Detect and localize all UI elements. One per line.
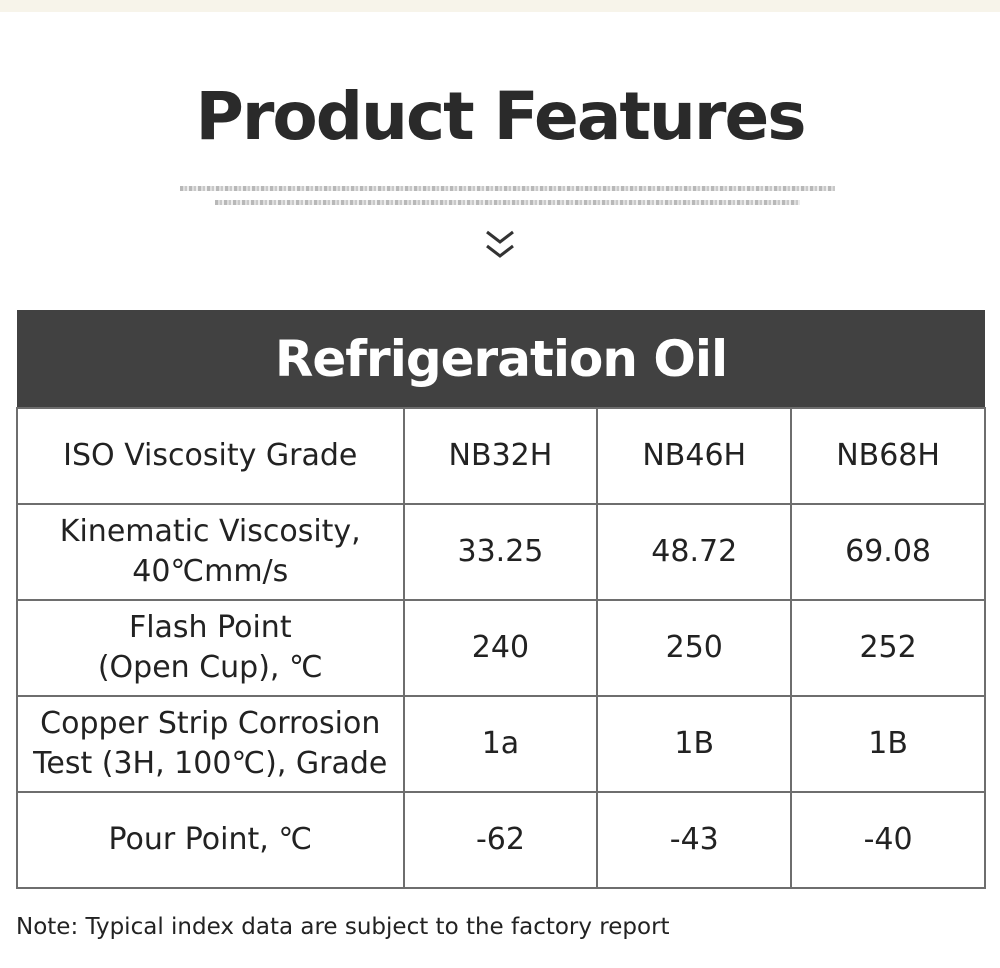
cell-value: 69.08 <box>790 503 986 601</box>
table-row: Flash Point (Open Cup), ℃ 240 250 252 <box>16 599 986 697</box>
subtitle-blurred-text <box>215 200 800 205</box>
cell-value: 48.72 <box>596 503 793 601</box>
cell-value: 250 <box>596 599 793 697</box>
cell-value: -43 <box>596 791 793 889</box>
cell-value: 33.25 <box>402 503 599 601</box>
row-label: Pour Point, ℃ <box>16 791 405 889</box>
cell-value: -40 <box>790 791 986 889</box>
table-row: Copper Strip Corrosion Test (3H, 100℃), … <box>16 695 986 793</box>
table-heading: Refrigeration Oil <box>17 310 985 408</box>
cell-value: -62 <box>402 791 599 889</box>
cell-value: NB32H <box>402 407 599 505</box>
cell-value: 252 <box>790 599 986 697</box>
cell-value: 1B <box>596 695 793 793</box>
page-title: Product Features <box>195 78 807 155</box>
footnote: Note: Typical index data are subject to … <box>16 914 670 940</box>
table-row: ISO Viscosity Grade NB32H NB46H NB68H <box>16 407 986 505</box>
row-label: Flash Point (Open Cup), ℃ <box>16 599 405 697</box>
top-strip <box>0 0 1000 12</box>
table-row: Pour Point, ℃ -62 -43 -40 <box>16 791 986 889</box>
cell-value: NB46H <box>596 407 793 505</box>
spec-table: Refrigeration Oil ISO Viscosity Grade NB3… <box>16 310 986 889</box>
table-row: Kinematic Viscosity, 40℃mm/s 33.25 48.72 69… <box>16 503 986 601</box>
cell-value: NB68H <box>790 407 986 505</box>
row-label: Copper Strip Corrosion Test (3H, 100℃), … <box>16 695 405 793</box>
row-label: ISO Viscosity Grade <box>16 407 405 505</box>
row-label: Kinematic Viscosity, 40℃mm/s <box>16 503 405 601</box>
cell-value: 1B <box>790 695 986 793</box>
subtitle-blurred-text <box>180 186 835 191</box>
double-chevron-down-icon <box>486 230 514 258</box>
cell-value: 240 <box>402 599 599 697</box>
cell-value: 1a <box>402 695 599 793</box>
